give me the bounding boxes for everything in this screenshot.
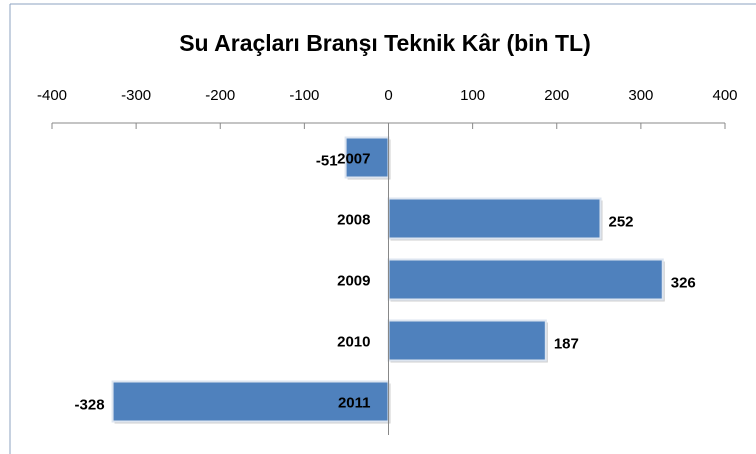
value-label: -51 [316, 152, 338, 169]
x-tick-label: 300 [628, 87, 653, 104]
y-tick-label: 2009 [337, 272, 370, 289]
value-label: 326 [671, 274, 696, 291]
x-tick-label: -400 [37, 87, 67, 104]
value-label: 252 [608, 213, 633, 230]
x-tick-label: -300 [121, 87, 151, 104]
chart-title: Su Araçları Branşı Teknik Kâr (bin TL) [179, 30, 591, 56]
x-tick-label: -100 [289, 87, 319, 104]
value-label: 187 [554, 335, 579, 352]
x-tick-label: 400 [712, 87, 737, 104]
value-label: -328 [75, 396, 105, 413]
y-tick-label: 2007 [337, 150, 370, 167]
y-tick-label: 2011 [338, 394, 371, 411]
bar [387, 258, 664, 301]
y-tick-label: 2008 [337, 211, 370, 228]
bar [387, 197, 602, 240]
y-tick-label: 2010 [337, 333, 370, 350]
x-tick-label: 200 [544, 87, 569, 104]
x-tick-label: 100 [460, 87, 485, 104]
x-tick-label: -200 [205, 87, 235, 104]
bar [387, 319, 547, 362]
x-tick-label: 0 [384, 87, 392, 104]
